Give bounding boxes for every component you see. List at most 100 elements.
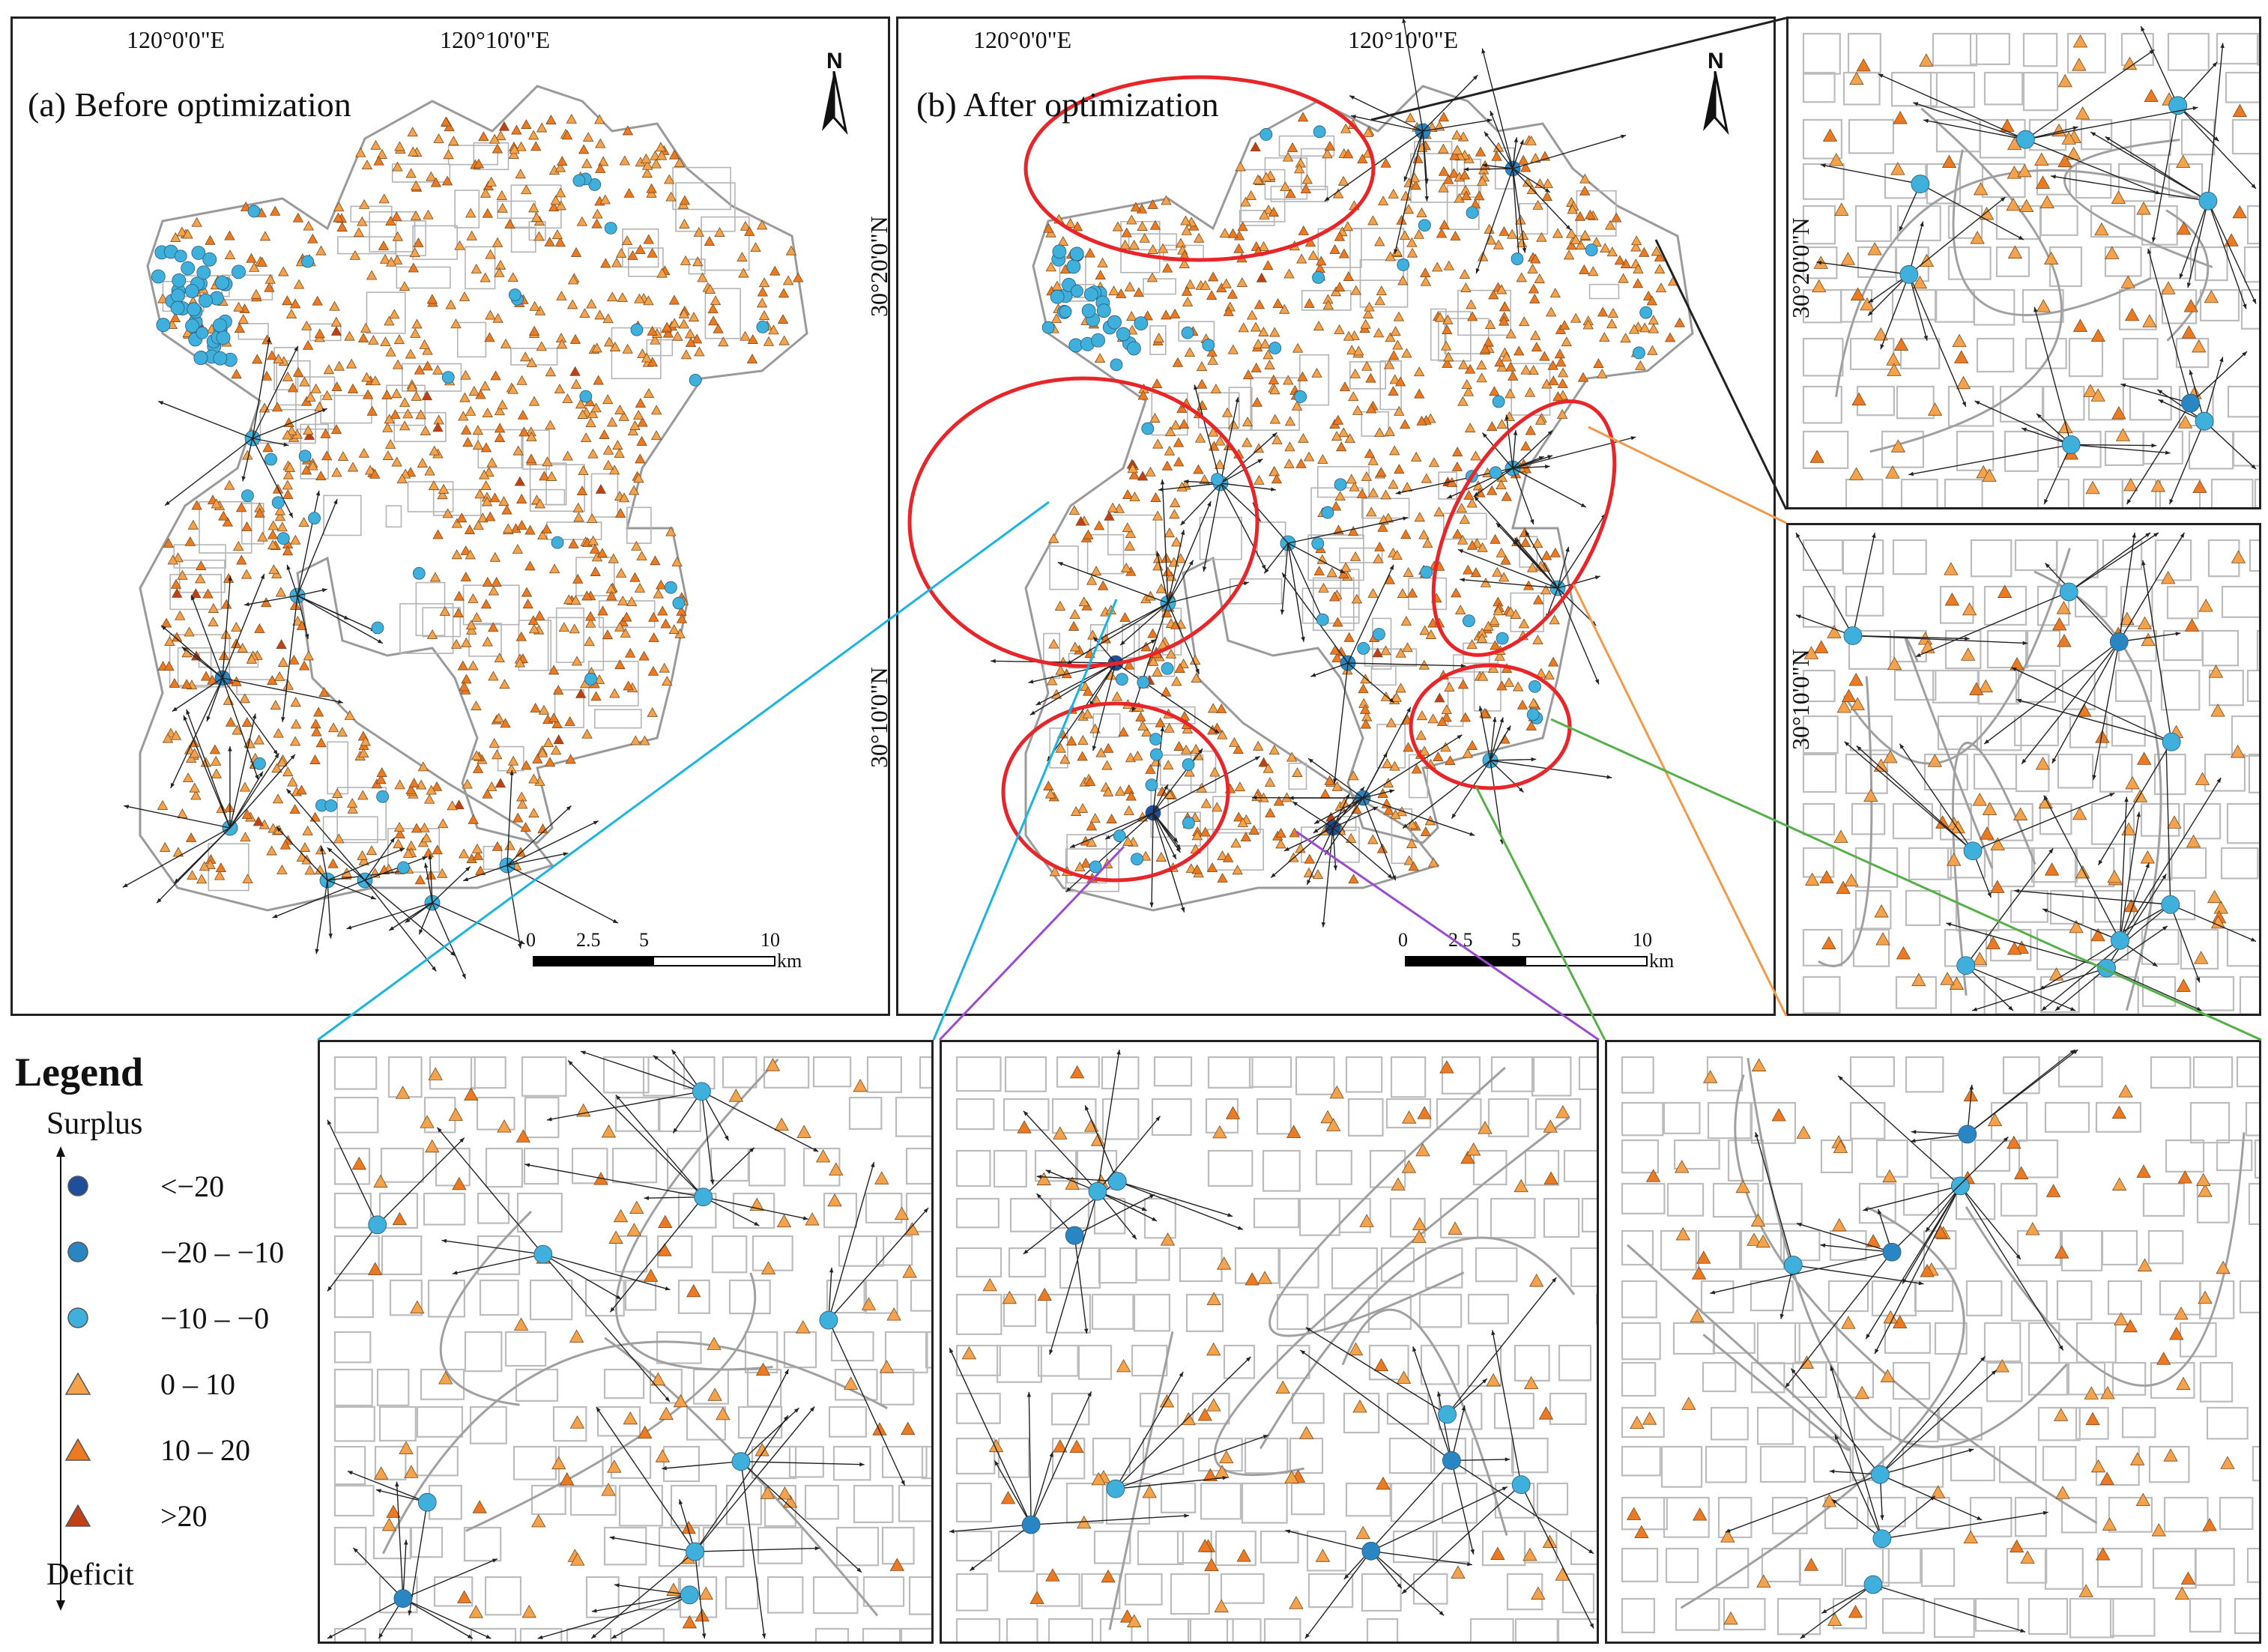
demand-triangle: [641, 168, 653, 178]
road-block: [1549, 1392, 1587, 1426]
demand-triangle: [1543, 1119, 1558, 1133]
demand-triangle: [1465, 423, 1476, 433]
demand-triangle: [235, 502, 247, 512]
flow-line: [1412, 1346, 1453, 1461]
demand-triangle: [1771, 1107, 1786, 1122]
demand-triangle: [370, 139, 381, 150]
road-block: [1444, 318, 1490, 354]
road-block: [376, 1368, 410, 1406]
road-block: [1343, 1392, 1380, 1434]
road-block: [628, 247, 664, 277]
demand-triangle: [1570, 312, 1582, 323]
demand-triangle: [693, 226, 704, 237]
road-block: [1212, 796, 1261, 834]
demand-triangle: [1280, 181, 1291, 192]
flow-arrowhead: [1878, 73, 1884, 78]
demand-triangle: [1525, 425, 1536, 435]
demand-triangle: [1207, 703, 1219, 713]
road-block: [1481, 1530, 1526, 1567]
supply-circle: [1294, 390, 1307, 403]
demand-triangle: [1245, 1272, 1260, 1286]
supply-circle: [172, 273, 187, 288]
road-block: [1673, 1139, 1720, 1170]
demand-triangle: [2208, 665, 2224, 678]
demand-triangle: [1301, 174, 1313, 184]
demand-triangle: [2045, 1184, 2061, 1197]
demand-triangle: [1283, 375, 1294, 385]
road-block: [2246, 669, 2259, 702]
demand-triangle: [252, 816, 264, 826]
demand-triangle: [1377, 196, 1389, 206]
road-block: [1561, 1573, 1595, 1614]
demand-triangle: [1555, 1104, 1570, 1119]
flow-arrowhead: [327, 1286, 333, 1292]
demand-triangle: [167, 554, 178, 565]
legend-item-label: 10 – 20: [160, 1432, 250, 1467]
demand-triangle: [1212, 1125, 1227, 1139]
demand-triangle: [485, 309, 496, 320]
demand-triangle: [394, 141, 405, 151]
demand-triangle: [1069, 1439, 1084, 1453]
demand-triangle: [1579, 229, 1591, 240]
flow-arrowhead: [161, 625, 166, 631]
demand-triangle: [392, 161, 403, 172]
demand-triangle: [381, 389, 393, 399]
flow-arrowhead: [1880, 1515, 1884, 1520]
flow-line: [1482, 164, 1513, 169]
demand-triangle: [1214, 459, 1226, 469]
demand-triangle: [1338, 427, 1349, 438]
road-block: [603, 1368, 645, 1400]
demand-triangle: [2231, 550, 2246, 563]
demand-triangle: [2151, 1523, 2166, 1537]
demand-triangle: [1451, 1565, 1466, 1579]
flow-line: [1151, 812, 1154, 908]
road-block: [624, 1279, 657, 1311]
demand-triangle: [1620, 333, 1631, 343]
demand-triangle: [569, 1415, 585, 1429]
road-block: [932, 1528, 934, 1566]
demand-triangle: [1360, 318, 1371, 329]
road-block: [2248, 1182, 2259, 1226]
flow-line: [402, 1558, 498, 1600]
demand-triangle: [289, 298, 301, 309]
demand-triangle: [1380, 157, 1391, 168]
demand-triangle: [614, 448, 625, 458]
road-block: [454, 190, 480, 229]
demand-triangle: [1372, 647, 1383, 658]
demand-triangle: [218, 510, 229, 521]
road-block: [2150, 1361, 2195, 1399]
road-block: [1854, 889, 1892, 930]
demand-triangle: [1200, 826, 1211, 837]
flow-line: [1281, 542, 1289, 615]
demand-triangle: [2202, 1517, 2217, 1531]
demand-triangle: [264, 273, 276, 284]
road-block: [1226, 1618, 1262, 1642]
flow-arrowhead: [1131, 707, 1136, 712]
demand-triangle: [1434, 692, 1445, 703]
demand-triangle: [1174, 663, 1186, 673]
supply-hub: [1963, 841, 1983, 861]
demand-triangle: [1477, 251, 1489, 261]
demand-triangle: [1356, 488, 1368, 498]
flow-line: [740, 1461, 865, 1465]
demand-triangle: [635, 398, 647, 408]
supply-circle: [276, 532, 290, 545]
road-block: [369, 211, 416, 252]
flow-arrowhead: [859, 1462, 865, 1467]
flow-arrowhead: [315, 948, 319, 954]
demand-triangle: [1268, 466, 1280, 476]
road-block: [646, 339, 674, 357]
road-block: [1947, 205, 1983, 239]
demand-triangle: [1496, 284, 1508, 294]
flow-line: [1881, 1495, 1936, 1540]
flow-line: [1490, 760, 1612, 778]
demand-triangle: [1349, 481, 1360, 491]
demand-triangle: [157, 799, 169, 810]
road-block: [1663, 1101, 1701, 1134]
road-block: [1469, 1618, 1514, 1642]
demand-triangle: [224, 479, 235, 490]
road-block: [1487, 1098, 1529, 1137]
demand-triangle: [1441, 704, 1452, 715]
demand-triangle: [1954, 350, 1969, 363]
demand-triangle: [768, 324, 779, 335]
